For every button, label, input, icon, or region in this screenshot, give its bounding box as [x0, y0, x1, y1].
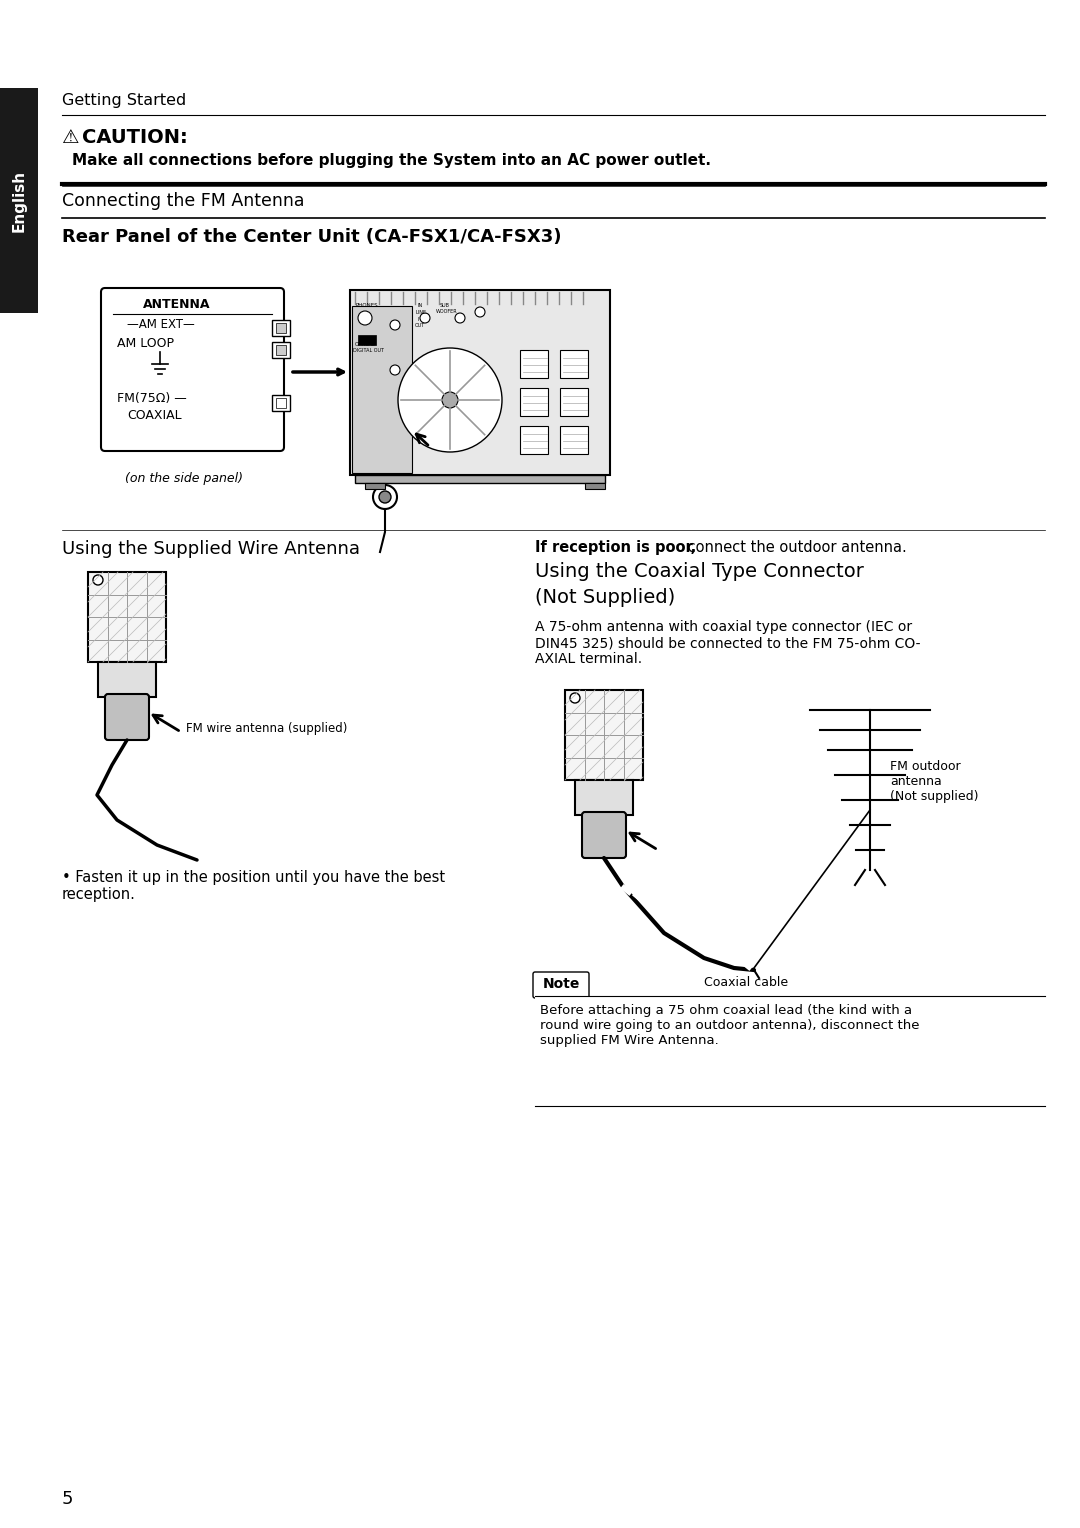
Circle shape: [93, 575, 103, 585]
Bar: [585, 483, 605, 489]
Text: ANTENNA: ANTENNA: [143, 298, 211, 312]
Text: Connecting the FM Antenna: Connecting the FM Antenna: [62, 193, 305, 209]
Bar: [561, 350, 588, 377]
Circle shape: [390, 365, 400, 374]
Bar: [276, 397, 286, 408]
Bar: [272, 342, 291, 358]
Bar: [565, 691, 643, 779]
Text: • Fasten it up in the position until you have the best
reception.: • Fasten it up in the position until you…: [62, 869, 445, 903]
Text: IN: IN: [418, 303, 423, 309]
Text: Make all connections before plugging the System into an AC power outlet.: Make all connections before plugging the…: [72, 153, 711, 168]
Text: Using the Supplied Wire Antenna: Using the Supplied Wire Antenna: [62, 539, 360, 558]
Bar: [276, 345, 286, 354]
Bar: [272, 396, 291, 411]
Text: ⚠: ⚠: [62, 128, 80, 147]
Circle shape: [390, 319, 400, 330]
Text: LINE: LINE: [415, 310, 427, 315]
Bar: [357, 335, 376, 345]
Circle shape: [379, 490, 391, 503]
Text: Getting Started: Getting Started: [62, 93, 186, 108]
Bar: [350, 290, 610, 475]
Bar: [276, 322, 286, 333]
Text: DIGITAL OUT: DIGITAL OUT: [353, 348, 384, 353]
Bar: [87, 571, 166, 662]
Circle shape: [475, 307, 485, 316]
Circle shape: [357, 312, 372, 325]
Text: Before attaching a 75 ohm coaxial lead (the kind with a
round wire going to an o: Before attaching a 75 ohm coaxial lead (…: [540, 1004, 919, 1047]
Bar: [272, 319, 291, 336]
Text: English: English: [12, 170, 27, 232]
Text: SUB: SUB: [440, 303, 450, 309]
Text: 5: 5: [62, 1490, 73, 1508]
FancyBboxPatch shape: [105, 694, 149, 740]
Bar: [352, 306, 411, 474]
Text: (Not Supplied): (Not Supplied): [535, 588, 675, 607]
Circle shape: [399, 348, 502, 452]
Bar: [519, 350, 548, 377]
Bar: [561, 426, 588, 454]
Text: Note: Note: [543, 976, 580, 992]
Circle shape: [570, 694, 580, 703]
Text: FM(75Ω) —: FM(75Ω) —: [117, 393, 187, 405]
Bar: [561, 388, 588, 416]
Text: WOOFER: WOOFER: [436, 309, 458, 313]
Text: Coaxial cable: Coaxial cable: [704, 976, 788, 989]
Text: connect the outdoor antenna.: connect the outdoor antenna.: [683, 539, 907, 555]
Text: Rear Panel of the Center Unit (CA-FSX1/CA-FSX3): Rear Panel of the Center Unit (CA-FSX1/C…: [62, 228, 562, 246]
Text: COAXIAL: COAXIAL: [127, 410, 181, 422]
Bar: [98, 662, 156, 697]
Text: OUT: OUT: [415, 322, 426, 329]
Text: A 75-ohm antenna with coaxial type connector (IEC or
DIN45 325) should be connec: A 75-ohm antenna with coaxial type conne…: [535, 620, 920, 666]
FancyBboxPatch shape: [102, 287, 284, 451]
Bar: [355, 475, 605, 483]
Text: OPTICAL: OPTICAL: [355, 342, 376, 347]
FancyBboxPatch shape: [582, 811, 626, 859]
Text: PHONES: PHONES: [355, 303, 378, 309]
Text: If reception is poor,: If reception is poor,: [535, 539, 697, 555]
Text: —AM EXT—: —AM EXT—: [127, 318, 194, 332]
Bar: [0, 89, 38, 313]
Bar: [365, 483, 384, 489]
Circle shape: [373, 484, 397, 509]
Bar: [519, 426, 548, 454]
Text: I: I: [417, 316, 419, 322]
Text: FM wire antenna (supplied): FM wire antenna (supplied): [186, 723, 348, 735]
Bar: [519, 388, 548, 416]
Circle shape: [420, 313, 430, 322]
Text: FM outdoor
antenna
(Not supplied): FM outdoor antenna (Not supplied): [890, 759, 978, 804]
Text: CAUTION:: CAUTION:: [82, 128, 188, 147]
Circle shape: [455, 313, 465, 322]
Bar: [575, 779, 633, 814]
Bar: [535, 996, 1045, 1106]
Circle shape: [442, 393, 458, 408]
Text: Using the Coaxial Type Connector: Using the Coaxial Type Connector: [535, 562, 864, 581]
Text: AM LOOP: AM LOOP: [117, 338, 174, 350]
Text: (on the side panel): (on the side panel): [125, 472, 243, 484]
FancyBboxPatch shape: [534, 972, 589, 998]
